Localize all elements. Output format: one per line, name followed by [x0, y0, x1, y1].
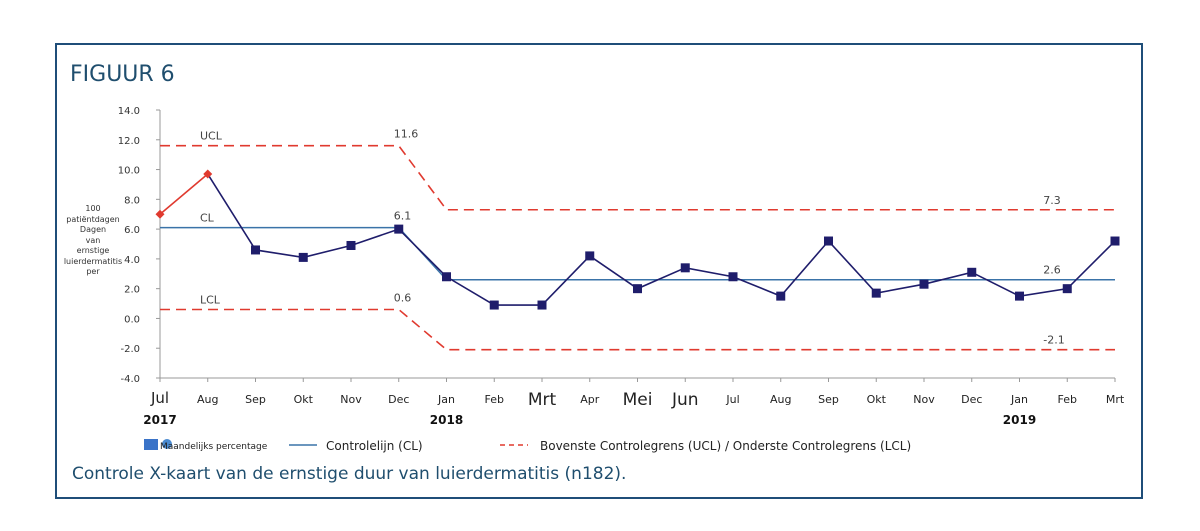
x-tick-label: Nov: [340, 393, 362, 406]
annotation-label: 11.6: [394, 128, 419, 141]
x-tick-label: Mrt: [1106, 393, 1125, 406]
data-point: [967, 267, 977, 277]
x-tick-label: Sep: [245, 393, 266, 406]
x-tick-label: Jun: [671, 390, 699, 410]
y-axis-label: 100 patiëntdagen Dagen van ernstige luie…: [58, 204, 128, 278]
x-tick-label: Jan: [437, 393, 455, 406]
y-label-line: van: [85, 235, 101, 245]
figure-label: FIGUUR 6: [70, 62, 175, 87]
y-tick-label: 2.0: [124, 285, 140, 296]
y-tick-label: 8.0: [124, 195, 140, 206]
data-point: [633, 284, 642, 294]
legend-marker-swatch: [162, 439, 172, 449]
annotation-label: LCL: [200, 294, 221, 307]
annotation-label: CL: [200, 212, 215, 225]
data-point: [537, 300, 547, 310]
legend-marker-swatch: [144, 439, 158, 450]
data-point: [1015, 291, 1024, 301]
annotation-label: 7.3: [1043, 194, 1061, 207]
data-line: [207, 173, 1116, 306]
y-label-line: per: [86, 267, 100, 276]
data-point: [1110, 236, 1120, 246]
x-tick-label: Aug: [770, 393, 791, 406]
x-tick-label: Mei: [623, 390, 653, 410]
data-point: [394, 224, 404, 234]
annotation-label: 0.6: [394, 292, 412, 305]
data-point: [155, 209, 165, 219]
lcl-line: [160, 308, 1115, 351]
data-point: [680, 263, 690, 273]
figure-caption: Controle X-kaart van de ernstige duur va…: [72, 464, 627, 484]
year-label: 2019: [1003, 413, 1036, 427]
x-tick-label: Mrt: [528, 390, 557, 410]
data-point: [1062, 284, 1072, 294]
data-line-highlight: [159, 173, 209, 215]
y-tick-label: 6.0: [124, 225, 140, 236]
y-tick-label: 10.0: [118, 166, 140, 177]
x-tick-label: Dec: [388, 393, 409, 406]
annotation-label: -2.1: [1043, 334, 1064, 347]
y-label-line: 100: [85, 204, 101, 213]
x-tick-label: Feb: [1058, 393, 1077, 406]
annotation-label: UCL: [200, 130, 223, 143]
annotation-label: 2.6: [1043, 264, 1061, 277]
ucl-line: [160, 144, 1115, 211]
data-point: [585, 251, 595, 261]
y-tick-label: 14.0: [118, 106, 140, 117]
x-tick-label: Feb: [485, 393, 504, 406]
x-tick-label: Dec: [961, 393, 982, 406]
data-point: [251, 245, 260, 255]
data-point: [776, 291, 786, 301]
y-tick-label: 0.0: [124, 314, 140, 325]
year-label: 2018: [430, 413, 463, 427]
y-label-line: patiëntdagen: [66, 214, 120, 224]
y-tick-label: -4.0: [120, 374, 140, 385]
y-tick-label: -2.0: [120, 344, 140, 355]
data-point: [871, 288, 881, 298]
year-label: 2017: [143, 413, 176, 427]
figure-frame: [55, 43, 1143, 499]
data-point: [489, 300, 499, 310]
data-point: [824, 236, 833, 246]
x-tick-label: Jan: [1010, 393, 1028, 406]
legend-label: Bovenste Controlegrens (UCL) / Onderste …: [540, 439, 911, 453]
y-label-line: ernstige: [76, 246, 110, 255]
annotation-label: 6.1: [394, 210, 412, 223]
legend-label: Maandelijks percentage: [160, 442, 268, 452]
x-tick-label: Nov: [913, 393, 935, 406]
legend-label: Controlelijn (CL): [326, 439, 423, 453]
y-label-line: Dagen: [79, 225, 107, 234]
data-point: [298, 252, 308, 262]
x-tick-label: Jul: [150, 389, 169, 407]
data-point: [346, 240, 356, 250]
x-tick-label: Aug: [197, 393, 218, 406]
x-tick-label: Jul: [725, 393, 739, 406]
x-tick-label: Apr: [580, 393, 600, 406]
data-point: [728, 272, 738, 282]
x-tick-label: Sep: [818, 393, 839, 406]
y-tick-label: 12.0: [118, 136, 140, 147]
y-tick-label: 4.0: [124, 255, 140, 266]
data-point: [919, 279, 929, 289]
data-point: [442, 272, 451, 282]
x-tick-label: Okt: [294, 393, 314, 406]
data-point: [203, 169, 213, 179]
y-label-line: luierdermatitis: [63, 256, 123, 266]
x-tick-label: Okt: [867, 393, 887, 406]
